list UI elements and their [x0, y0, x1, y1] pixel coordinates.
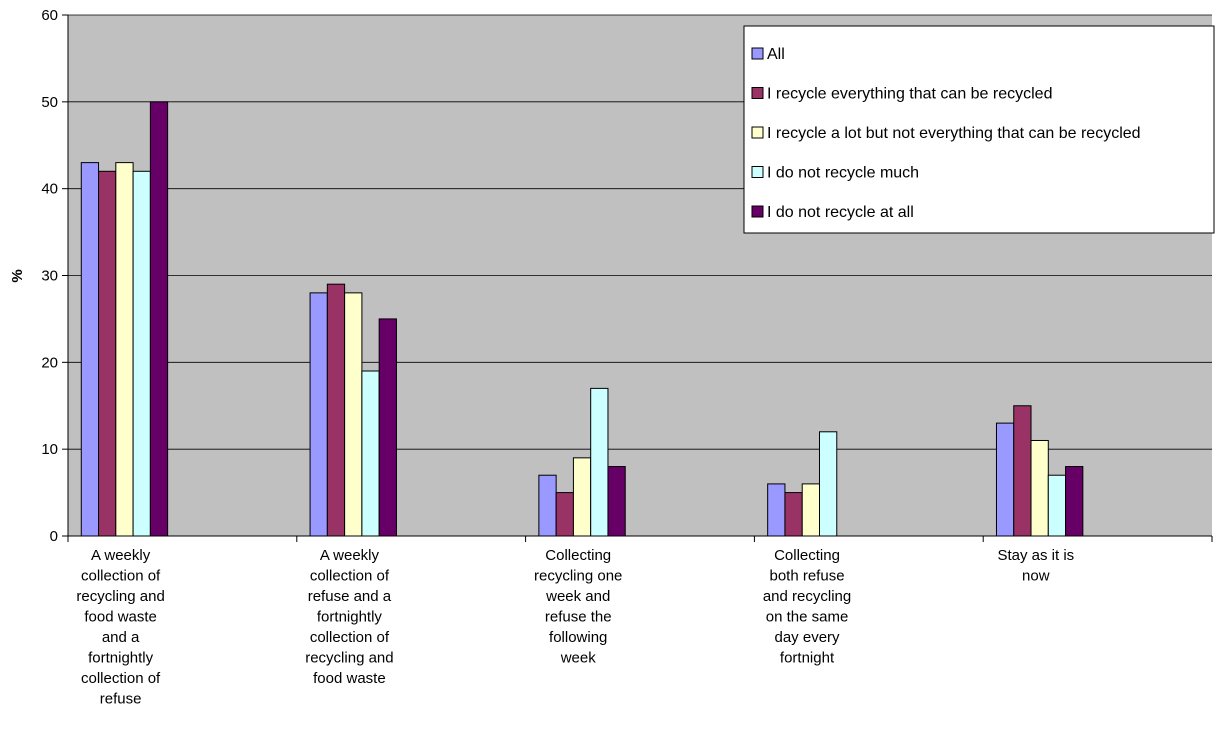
- bar: [344, 292, 363, 537]
- bar: [80, 162, 100, 537]
- category-label-line: Collecting: [545, 547, 611, 564]
- category-label-line: collection of: [81, 568, 161, 585]
- legend-label: I recycle a lot but not everything that …: [767, 125, 1141, 142]
- y-tick-label: 10: [41, 441, 58, 458]
- category-label-line: and recycling: [763, 588, 851, 605]
- category-label-line: food waste: [84, 609, 157, 626]
- category-label-line: refuse: [100, 691, 142, 708]
- category-label-line: A weekly: [91, 547, 151, 564]
- bar: [309, 292, 328, 537]
- category-label-line: following: [549, 629, 607, 646]
- bar: [1013, 405, 1032, 537]
- category-label-line: fortnight: [780, 650, 835, 667]
- category-label-line: Collecting: [774, 547, 840, 564]
- category-label-line: week: [560, 650, 597, 667]
- category-label-line: A weekly: [320, 547, 380, 564]
- bar: [98, 170, 117, 537]
- legend-label: All: [767, 46, 785, 63]
- y-tick-label: 0: [50, 528, 58, 545]
- y-axis-label: %: [9, 269, 26, 282]
- legend-box: [743, 25, 1215, 234]
- bar: [1065, 466, 1084, 537]
- category-label-line: recycling and: [76, 588, 164, 605]
- category-label-line: collection of: [310, 568, 390, 585]
- y-tick-label: 30: [41, 268, 58, 285]
- bar: [784, 492, 803, 537]
- category-label-line: Stay as it is: [997, 547, 1074, 564]
- legend: All I recycle everything that can be recy…: [743, 25, 1215, 234]
- category-label-line: and a: [102, 629, 140, 646]
- y-tick-label: 40: [41, 181, 58, 198]
- category-label-line: on the same: [766, 609, 849, 626]
- bar: [607, 466, 626, 537]
- legend-swatch: [751, 205, 764, 218]
- category-label-line: collection of: [81, 670, 161, 687]
- y-tick-label: 60: [41, 7, 58, 24]
- bar: [572, 457, 592, 537]
- bar: [767, 483, 786, 537]
- legend-swatch: [751, 126, 764, 139]
- bar: [326, 283, 346, 537]
- bar: [132, 170, 151, 537]
- category-label-line: both refuse: [769, 568, 844, 585]
- category-label-line: food waste: [313, 670, 386, 687]
- bar: [538, 474, 557, 537]
- y-tick-label: 20: [41, 354, 58, 371]
- category-label-line: week and: [545, 588, 610, 605]
- legend-swatch: [751, 87, 764, 99]
- bar: [818, 431, 838, 537]
- legend-swatch: [751, 47, 764, 60]
- legend-label: I recycle everything that can be recycle…: [767, 86, 1052, 103]
- bar: [378, 318, 397, 537]
- category-label-line: refuse and a: [308, 588, 392, 605]
- bar: [1030, 439, 1049, 537]
- bar: [590, 387, 609, 537]
- category-label-line: fortnightly: [317, 609, 383, 626]
- y-tick-label: 50: [41, 94, 58, 111]
- bars: [80, 101, 1084, 537]
- bar: [995, 422, 1015, 537]
- category-label-line: fortnightly: [88, 650, 154, 667]
- legend-label: I do not recycle at all: [767, 204, 914, 221]
- gridlines: [68, 14, 1212, 450]
- bar: [801, 483, 820, 537]
- bar: [361, 370, 380, 537]
- bar: [555, 492, 574, 537]
- category-label-line: collection of: [310, 629, 390, 646]
- category-label-line: recycling one: [534, 568, 622, 585]
- category-label-line: day every: [775, 629, 841, 646]
- bar: [115, 162, 134, 537]
- bar: [1047, 474, 1067, 537]
- category-label-line: recycling and: [305, 650, 393, 667]
- category-label-line: now: [1022, 568, 1050, 585]
- x-axis-labels: A weekly collection of recycling and food w…: [76, 547, 1074, 708]
- y-axis-ticks: 0 10 20 30 40 50 60: [41, 7, 68, 545]
- category-label-line: refuse the: [545, 609, 612, 626]
- bar: [149, 101, 169, 537]
- legend-swatch: [751, 166, 764, 178]
- legend-label: I do not recycle much: [767, 165, 919, 182]
